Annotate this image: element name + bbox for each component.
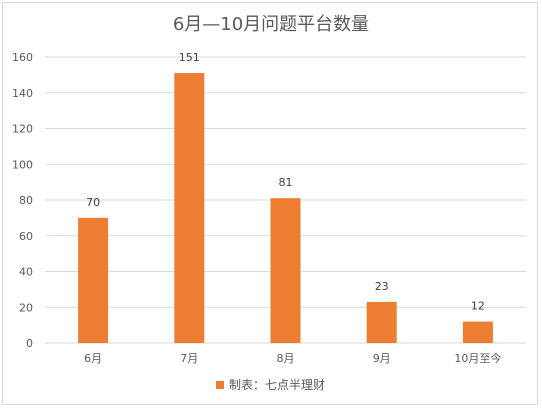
y-tick-label: 100 bbox=[12, 158, 33, 171]
y-tick-label: 80 bbox=[19, 194, 33, 207]
data-label: 151 bbox=[179, 51, 200, 64]
data-label: 70 bbox=[86, 196, 100, 209]
gridlines bbox=[45, 56, 526, 344]
bar bbox=[462, 321, 493, 343]
y-tick-label: 20 bbox=[19, 301, 33, 314]
legend-swatch bbox=[216, 381, 224, 389]
bar bbox=[174, 73, 205, 344]
y-tick-label: 140 bbox=[12, 87, 33, 100]
chart-title: 6月—10月问题平台数量 bbox=[173, 14, 369, 35]
data-label: 23 bbox=[375, 280, 389, 293]
data-label: 81 bbox=[279, 176, 293, 189]
y-tick-label: 0 bbox=[26, 337, 33, 350]
y-tick-label: 120 bbox=[12, 123, 33, 136]
y-tick-label: 40 bbox=[19, 266, 33, 279]
x-tick-label: 9月 bbox=[373, 352, 391, 365]
bar bbox=[366, 301, 397, 343]
bars bbox=[78, 73, 493, 344]
y-axis-ticks: 0 20 40 60 80 100 120 140 160 bbox=[12, 51, 33, 350]
x-tick-label: 8月 bbox=[277, 352, 295, 365]
bar bbox=[270, 198, 301, 343]
y-tick-label: 160 bbox=[12, 51, 33, 64]
data-label: 12 bbox=[471, 300, 485, 313]
x-axis-ticks: 6月 7月 8月 9月 10月至今 bbox=[84, 351, 501, 365]
bar bbox=[78, 217, 109, 343]
x-tick-label: 6月 bbox=[84, 352, 102, 365]
x-tick-label: 7月 bbox=[180, 352, 198, 365]
legend-label: 制表：七点半理财 bbox=[229, 378, 325, 392]
data-labels: 70 151 81 23 12 bbox=[86, 51, 485, 312]
y-tick-label: 60 bbox=[19, 230, 33, 243]
x-tick-label: 10月至今 bbox=[454, 351, 501, 365]
legend: 制表：七点半理财 bbox=[216, 378, 325, 392]
